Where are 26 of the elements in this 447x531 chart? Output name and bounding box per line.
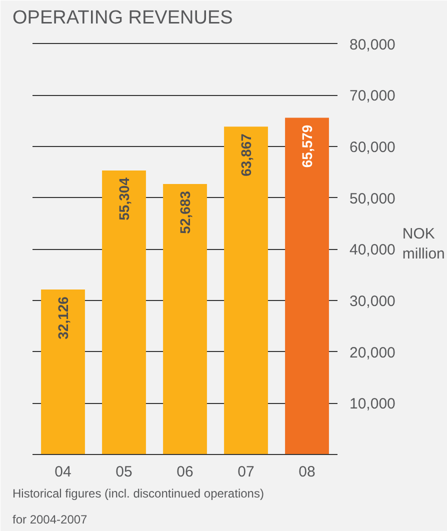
data-label: 63,867 bbox=[238, 133, 254, 176]
y-axis-title: NOK million bbox=[402, 225, 445, 263]
bar bbox=[285, 118, 329, 454]
text: 50,000 bbox=[350, 190, 396, 208]
bar bbox=[102, 170, 146, 454]
text: 80,000 bbox=[350, 36, 396, 54]
text: 60,000 bbox=[350, 138, 396, 156]
bar bbox=[224, 126, 268, 454]
x-tick-label: 04 bbox=[54, 464, 72, 480]
x-tick-label: 05 bbox=[116, 464, 132, 480]
data-label: 65,579 bbox=[299, 124, 315, 168]
chart-title: OPERATING REVENUES bbox=[12, 8, 233, 28]
bar bbox=[163, 184, 207, 454]
data-label: 52,683 bbox=[177, 190, 193, 234]
text: 20,000 bbox=[350, 344, 396, 362]
text: Historical figures (incl. discontinued operations) for 2004-2007 bbox=[12, 486, 264, 526]
x-tick-label: 08 bbox=[298, 464, 316, 480]
data-label: 55,304 bbox=[116, 177, 132, 220]
text: 30,000 bbox=[350, 292, 396, 310]
text: 70,000 bbox=[350, 88, 396, 105]
data-label: 32,126 bbox=[55, 296, 71, 340]
bar bbox=[41, 290, 85, 454]
x-tick-label: 07 bbox=[238, 464, 254, 480]
text: 40,000 bbox=[350, 242, 396, 259]
text: 10,000 bbox=[350, 396, 396, 413]
x-tick-label: 06 bbox=[176, 464, 194, 480]
